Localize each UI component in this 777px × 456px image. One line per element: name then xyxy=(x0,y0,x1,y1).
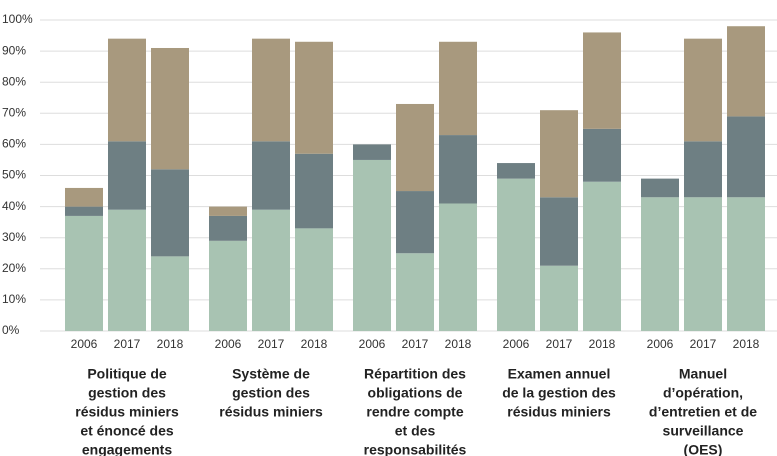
group-label: gestion des xyxy=(232,385,310,401)
group-label: engagements xyxy=(82,442,172,456)
bar-segment xyxy=(252,141,290,210)
x-tick-label: 2006 xyxy=(647,337,674,351)
group-label: résidus miniers xyxy=(219,404,323,420)
bar-segment xyxy=(209,215,247,241)
bar-segment xyxy=(353,144,391,160)
group-label: rendre compte xyxy=(366,404,463,420)
x-tick-label: 2017 xyxy=(258,337,285,351)
y-tick-label: 50% xyxy=(2,168,26,182)
bar-segment xyxy=(540,197,578,266)
group-label: Politique de xyxy=(87,366,167,382)
x-tick-label: 2006 xyxy=(71,337,98,351)
bar-segment xyxy=(641,197,679,331)
bar-segment xyxy=(209,240,247,331)
bar-segment xyxy=(151,256,189,331)
bar-segment xyxy=(295,153,333,229)
x-tick-label: 2018 xyxy=(733,337,760,351)
bar-segment xyxy=(151,169,189,257)
bar-segment xyxy=(439,41,477,136)
bar-segment xyxy=(209,206,247,216)
bar-segment xyxy=(396,191,434,254)
group-label: de la gestion des xyxy=(502,385,616,401)
x-tick-label: 2018 xyxy=(157,337,184,351)
y-tick-label: 80% xyxy=(2,74,26,88)
y-tick-label: 20% xyxy=(2,261,26,275)
x-tick-label: 2018 xyxy=(301,337,328,351)
bar-segment xyxy=(252,209,290,331)
x-tick-label: 2017 xyxy=(114,337,141,351)
group-label: Répartition des xyxy=(364,366,466,382)
bar-segment xyxy=(295,228,333,331)
x-tick-label: 2006 xyxy=(503,337,530,351)
y-tick-label: 90% xyxy=(2,43,26,57)
group-label: d’entretien et de xyxy=(649,404,757,420)
bar-segment xyxy=(396,103,434,192)
group-label: d’opération, xyxy=(663,385,743,401)
group-label: Examen annuel xyxy=(508,366,611,382)
bar-segment xyxy=(497,163,535,179)
y-tick-label: 40% xyxy=(2,199,26,213)
x-tick-label: 2017 xyxy=(690,337,717,351)
y-tick-label: 100% xyxy=(2,12,33,26)
group-label: Manuel xyxy=(679,366,727,382)
group-label: surveillance xyxy=(663,423,744,439)
bar-segment xyxy=(583,181,621,331)
bar-segment xyxy=(540,110,578,198)
bar-segment xyxy=(353,159,391,331)
y-tick-label: 0% xyxy=(2,323,20,337)
group-label: et des xyxy=(395,423,436,439)
group-label: résidus miniers xyxy=(507,404,611,420)
bar-segment xyxy=(108,141,146,210)
bar-segment xyxy=(497,178,535,331)
bar-segment xyxy=(540,265,578,331)
bar-segment xyxy=(439,135,477,204)
bar-segment xyxy=(65,215,103,331)
bar-segment xyxy=(65,206,103,216)
bar-segment xyxy=(583,32,621,129)
bar-segment xyxy=(727,116,765,198)
y-tick-label: 60% xyxy=(2,137,26,151)
bar-segment xyxy=(151,47,189,170)
bar-segment xyxy=(684,38,722,142)
bar-segment xyxy=(684,141,722,198)
group-label: gestion des xyxy=(88,385,166,401)
group-label: obligations de xyxy=(368,385,463,401)
bar-segment xyxy=(252,38,290,142)
bar-segment xyxy=(295,41,333,154)
bar-segment xyxy=(641,178,679,198)
x-tick-label: 2006 xyxy=(359,337,386,351)
bar-segment xyxy=(439,203,477,331)
group-label: (OES) xyxy=(684,442,723,456)
bar-segment xyxy=(727,26,765,117)
bar-segment xyxy=(396,253,434,331)
bar-segment xyxy=(583,128,621,182)
x-tick-label: 2018 xyxy=(589,337,616,351)
bar-segment xyxy=(684,197,722,331)
x-tick-label: 2017 xyxy=(402,337,429,351)
bar-segment xyxy=(108,209,146,331)
x-tick-label: 2017 xyxy=(546,337,573,351)
bar-segment xyxy=(727,197,765,331)
y-tick-label: 70% xyxy=(2,105,26,119)
bar-segment xyxy=(65,187,103,207)
y-tick-label: 10% xyxy=(2,292,26,306)
bar-segment xyxy=(108,38,146,142)
group-label: résidus miniers xyxy=(75,404,179,420)
x-tick-label: 2006 xyxy=(215,337,242,351)
x-tick-label: 2018 xyxy=(445,337,472,351)
y-tick-label: 30% xyxy=(2,230,26,244)
group-label: responsabilités xyxy=(364,442,467,456)
group-label: et énoncé des xyxy=(80,423,174,439)
group-label: Système de xyxy=(232,366,310,382)
